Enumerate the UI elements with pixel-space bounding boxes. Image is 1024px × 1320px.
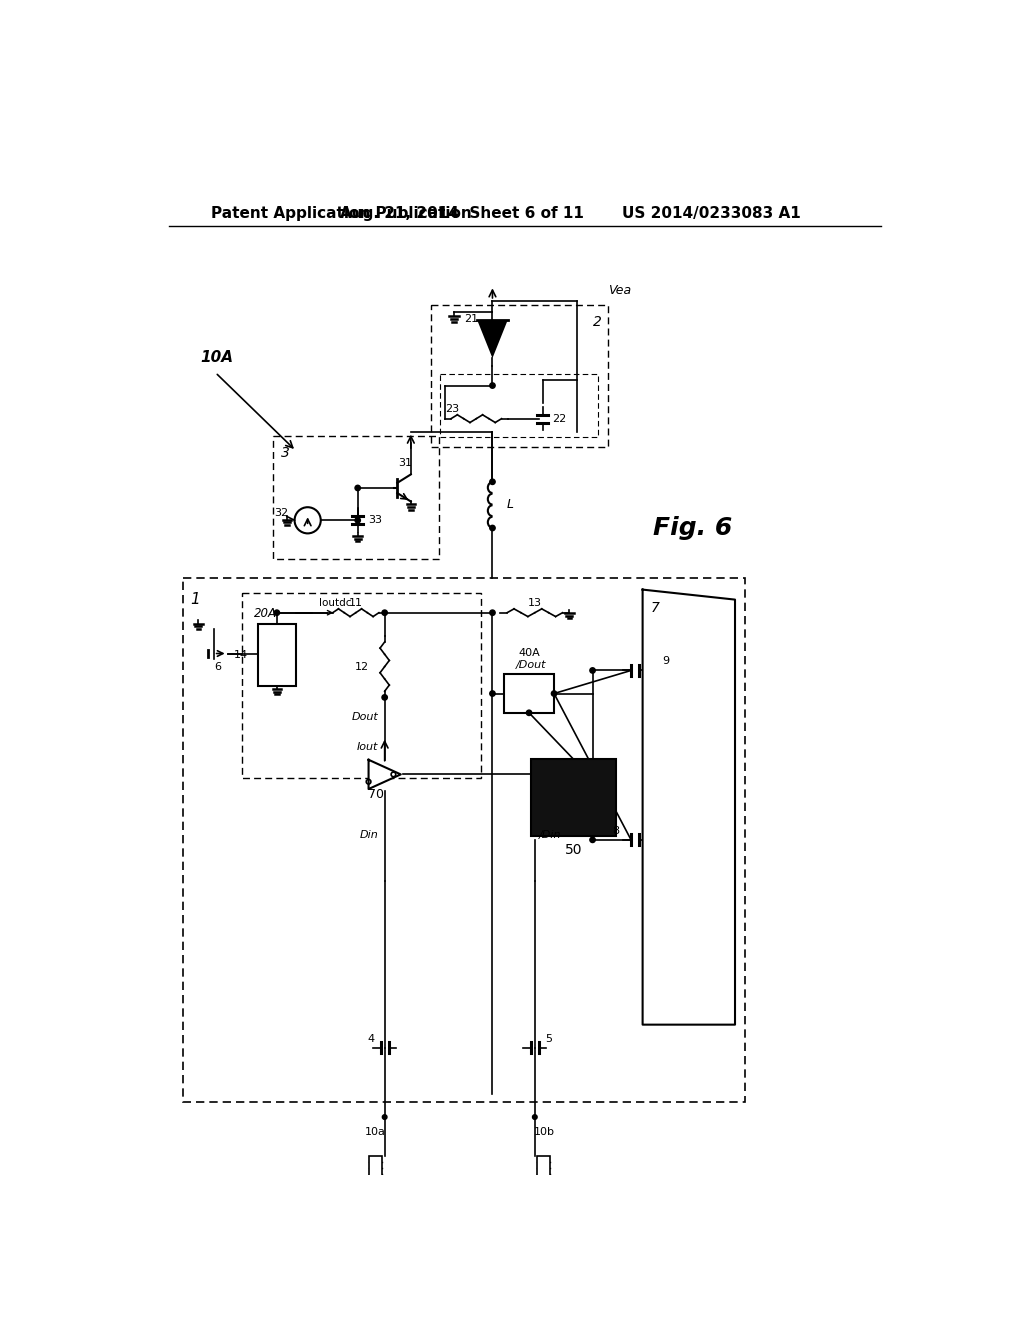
- Text: 14: 14: [234, 649, 249, 660]
- Text: 10b: 10b: [534, 1127, 555, 1138]
- Text: 40A: 40A: [518, 648, 540, 657]
- Circle shape: [526, 710, 531, 715]
- Bar: [258, 624, 296, 686]
- Text: 20A: 20A: [254, 607, 276, 620]
- Text: 7: 7: [650, 601, 659, 615]
- Circle shape: [382, 694, 387, 700]
- Text: 2: 2: [593, 315, 602, 330]
- Text: Aug. 21, 2014  Sheet 6 of 11: Aug. 21, 2014 Sheet 6 of 11: [340, 206, 584, 222]
- Circle shape: [382, 1114, 387, 1119]
- Circle shape: [489, 690, 496, 696]
- Polygon shape: [643, 590, 735, 1024]
- Text: 50: 50: [564, 843, 582, 857]
- Text: 13: 13: [527, 598, 542, 607]
- Bar: [183, 578, 745, 1102]
- Text: US 2014/0233083 A1: US 2014/0233083 A1: [622, 206, 801, 222]
- Text: 10a: 10a: [365, 1127, 386, 1138]
- Text: Dout: Dout: [352, 711, 379, 722]
- Bar: [431, 305, 608, 447]
- Text: 31: 31: [398, 458, 413, 469]
- Text: Vea: Vea: [608, 284, 631, 297]
- Circle shape: [355, 486, 360, 491]
- Text: 33: 33: [369, 515, 383, 525]
- Text: 6: 6: [214, 661, 221, 672]
- Text: 10A: 10A: [200, 350, 232, 364]
- Circle shape: [590, 837, 595, 842]
- Polygon shape: [477, 321, 508, 358]
- Circle shape: [489, 383, 496, 388]
- Bar: [243, 594, 481, 779]
- Text: 5: 5: [545, 1034, 552, 1044]
- Text: /Dout: /Dout: [515, 660, 546, 671]
- Text: 32: 32: [274, 508, 289, 517]
- Circle shape: [489, 525, 496, 531]
- Text: Ioutdc: Ioutdc: [319, 598, 351, 609]
- Text: 8: 8: [612, 825, 620, 836]
- Bar: [440, 374, 598, 437]
- Circle shape: [590, 668, 595, 673]
- Text: Patent Application Publication: Patent Application Publication: [211, 206, 472, 222]
- Circle shape: [274, 610, 280, 615]
- Bar: [273, 436, 438, 558]
- Bar: [370, 1155, 382, 1179]
- Circle shape: [382, 610, 387, 615]
- Bar: [504, 675, 554, 713]
- Text: 1: 1: [190, 591, 201, 607]
- Circle shape: [532, 1114, 538, 1119]
- Text: /Din: /Din: [539, 830, 561, 841]
- Circle shape: [489, 610, 496, 615]
- Bar: [531, 759, 615, 836]
- Text: 4: 4: [368, 1034, 375, 1044]
- Text: 70: 70: [368, 788, 384, 801]
- Circle shape: [355, 517, 360, 523]
- Text: Din: Din: [359, 830, 379, 841]
- Text: L: L: [506, 499, 513, 511]
- Text: 22: 22: [552, 413, 566, 424]
- Text: 23: 23: [444, 404, 459, 414]
- Text: 3: 3: [281, 446, 290, 461]
- Bar: [538, 1155, 550, 1179]
- Text: 11: 11: [349, 598, 364, 609]
- Circle shape: [489, 479, 496, 484]
- Text: Iout: Iout: [357, 742, 379, 752]
- Text: 12: 12: [355, 661, 370, 672]
- Circle shape: [551, 690, 557, 696]
- Text: Fig. 6: Fig. 6: [653, 516, 732, 540]
- Text: 21: 21: [465, 314, 478, 323]
- Polygon shape: [369, 760, 400, 789]
- Text: 9: 9: [662, 656, 669, 667]
